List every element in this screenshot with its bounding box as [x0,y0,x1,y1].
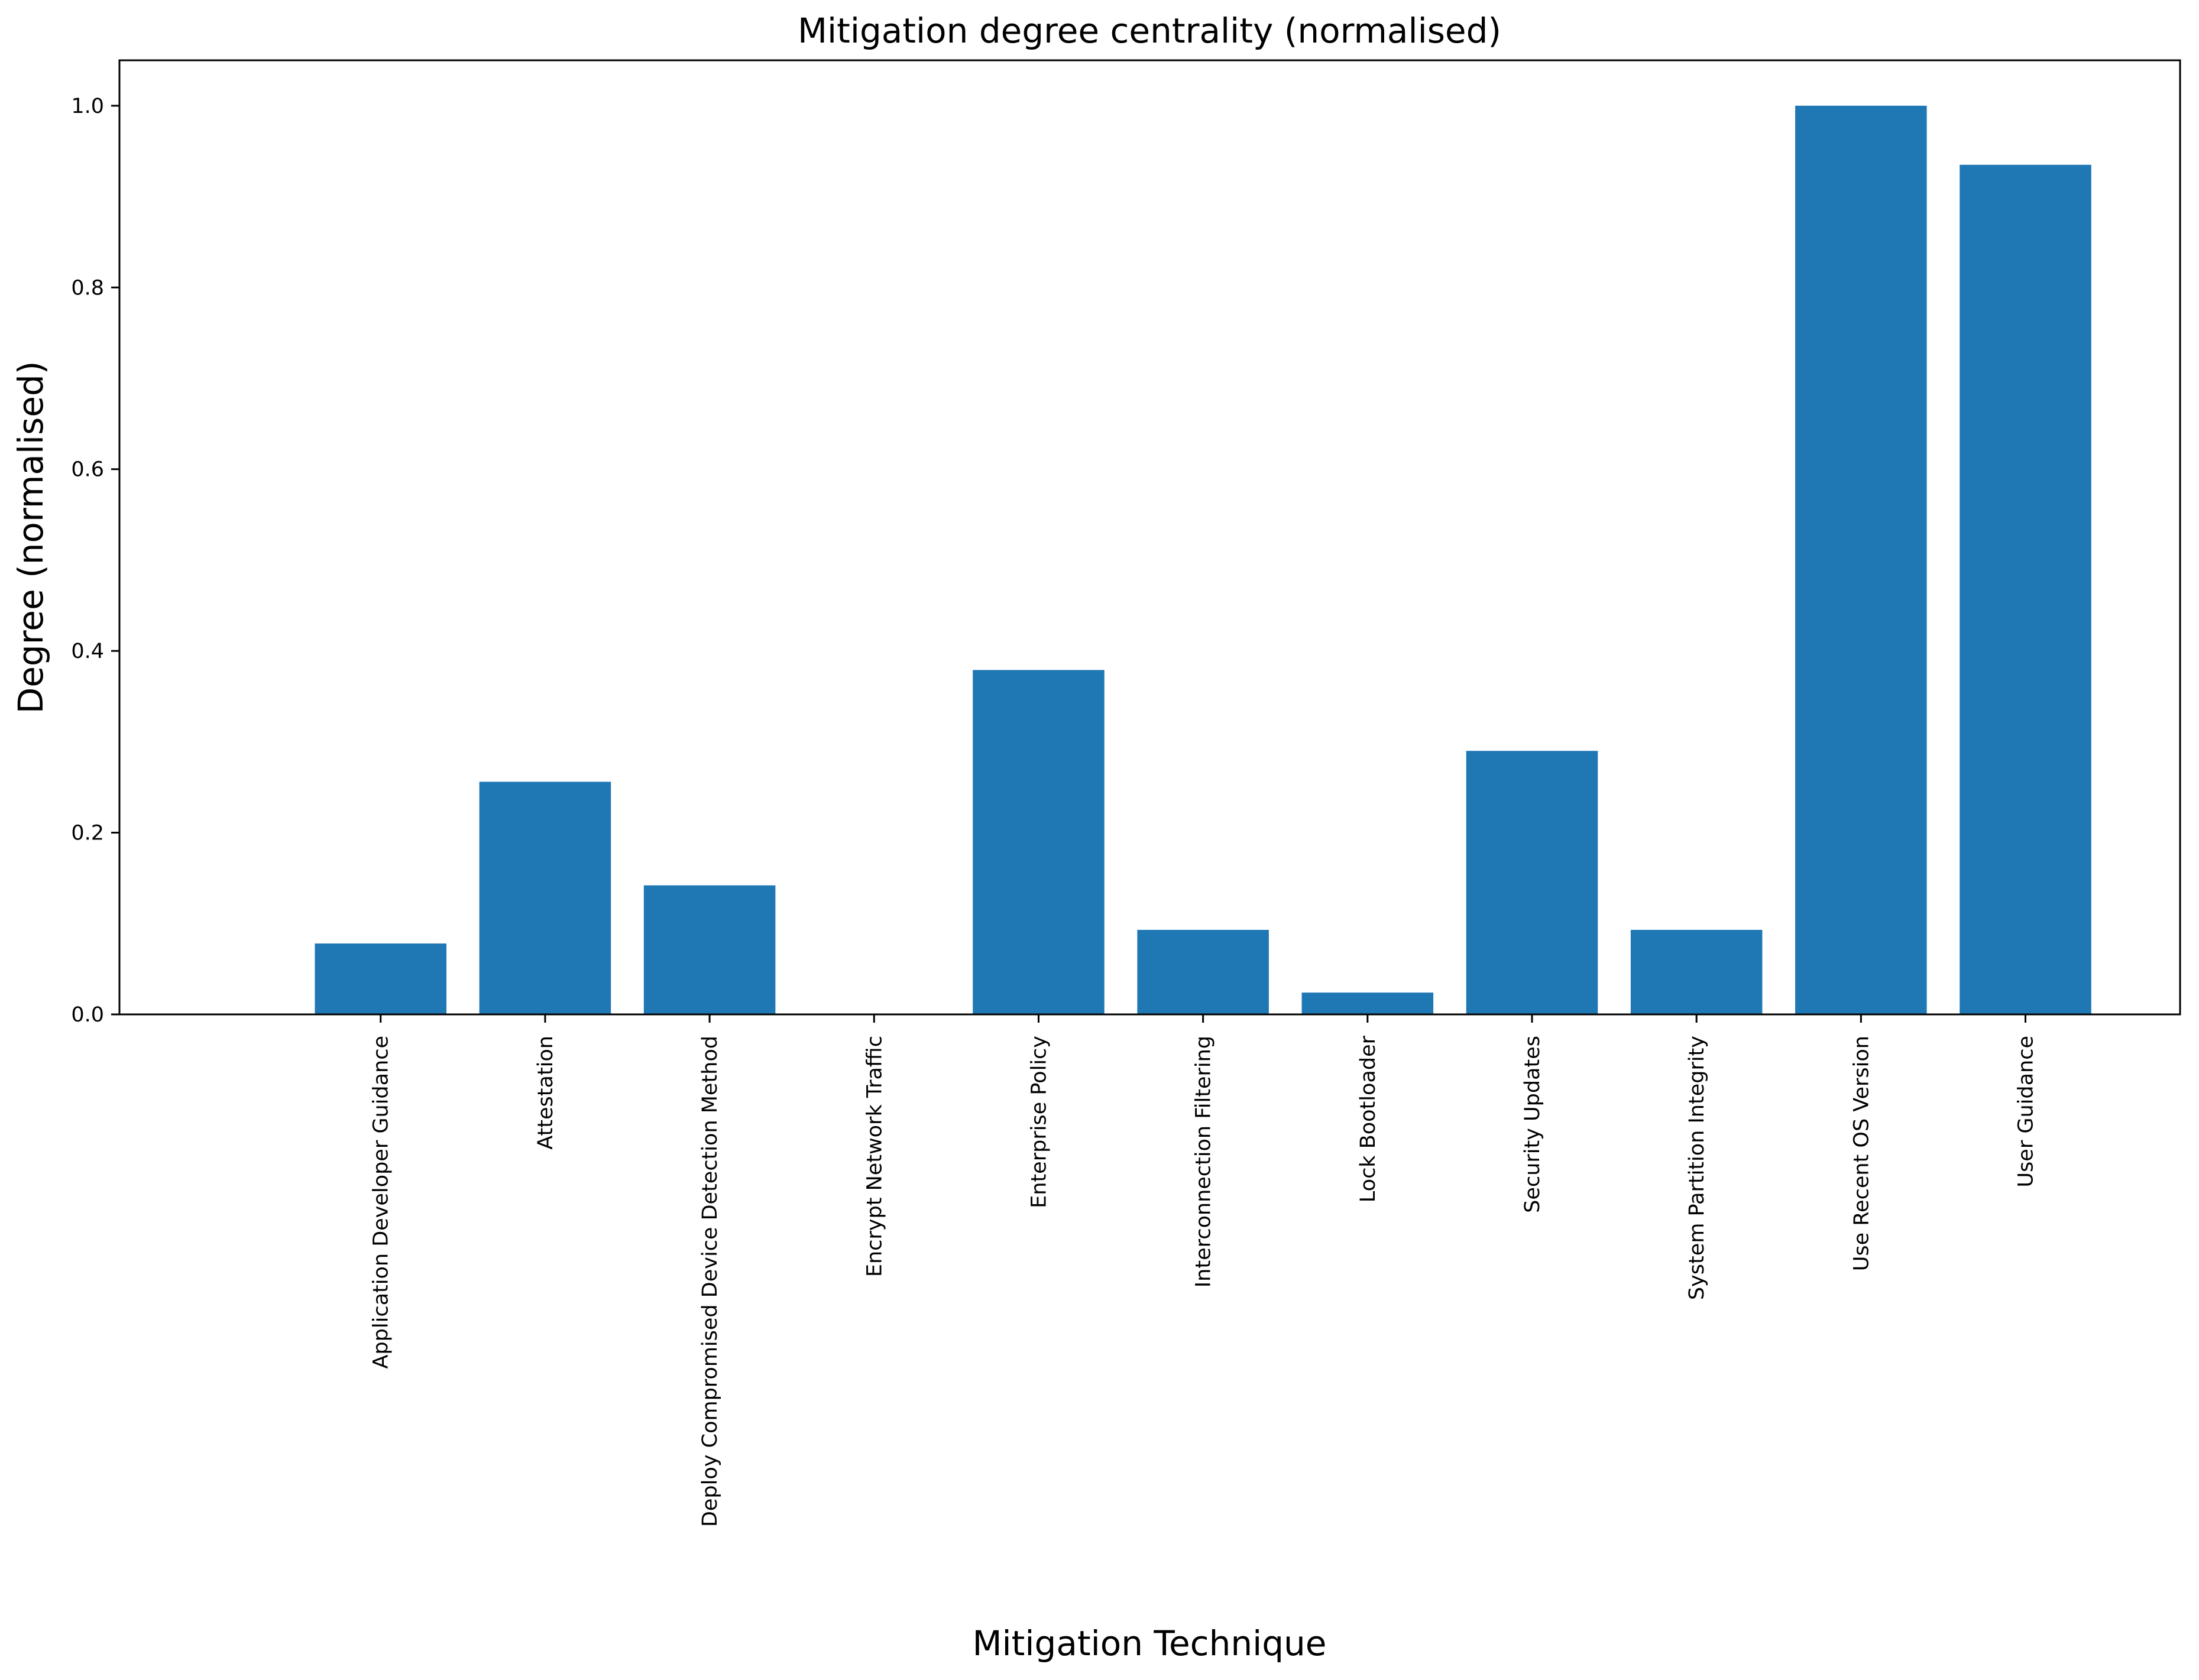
x-tick-label: System Partition Integrity [1685,1036,1709,1300]
x-tick-label: Enterprise Policy [1027,1036,1051,1208]
x-tick-label: Lock Bootloader [1356,1035,1380,1202]
plot-frame [118,59,2181,1016]
x-tick-label: Application Developer Guidance [370,1036,393,1368]
x-tick-label: Security Updates [1521,1036,1544,1213]
x-axis-label: Mitigation Technique [973,1623,1327,1663]
bar [1137,930,1269,1014]
y-tick-label: 1.0 [71,95,104,118]
bar-group [315,105,2091,1014]
y-axis: 0.0 0.2 0.4 0.6 0.8 1.0 [71,95,119,1027]
x-tick-label: User Guidance [2015,1036,2038,1188]
bar [1960,164,2091,1014]
x-tick-label: Encrypt Network Traffic [863,1036,886,1277]
y-tick-label: 0.6 [71,458,104,482]
x-tick-label: Interconnection Filtering [1192,1036,1216,1287]
bar [479,781,611,1014]
x-tick-label: Attestation [534,1036,558,1150]
bar [1466,751,1598,1014]
chart-title: Mitigation degree centrality (normalised… [798,11,1501,51]
bar [1630,930,1763,1014]
y-tick-label: 0.4 [71,640,104,663]
bar [643,885,776,1014]
y-tick-label: 0.8 [71,276,104,300]
y-tick-label: 0.0 [71,1003,104,1027]
x-tick-label: Use Recent OS Version [1850,1036,1873,1271]
bar [1301,993,1434,1014]
bar [1795,105,1927,1014]
bar [315,943,447,1014]
y-tick-label: 0.2 [71,822,104,845]
x-tick-label: Deploy Compromised Device Detection Meth… [698,1036,722,1527]
y-axis-label: Degree (normalised) [11,361,51,714]
x-axis: Application Developer Guidance Attestatio… [370,1014,2038,1527]
bar [973,670,1105,1014]
